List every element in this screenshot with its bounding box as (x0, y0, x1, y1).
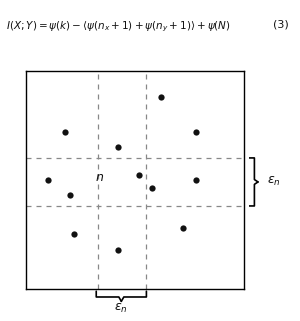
Text: $n$: $n$ (95, 171, 104, 184)
Text: $\epsilon_n$: $\epsilon_n$ (267, 175, 281, 188)
Text: $\epsilon_n$: $\epsilon_n$ (115, 302, 128, 315)
Text: $\mathit{I}(X;Y)=\psi(k)-\langle\psi(n_x+1)+\psi(n_y+1)\rangle+\psi(N)$: $\mathit{I}(X;Y)=\psi(k)-\langle\psi(n_x… (6, 19, 231, 34)
Text: (3): (3) (273, 19, 289, 29)
